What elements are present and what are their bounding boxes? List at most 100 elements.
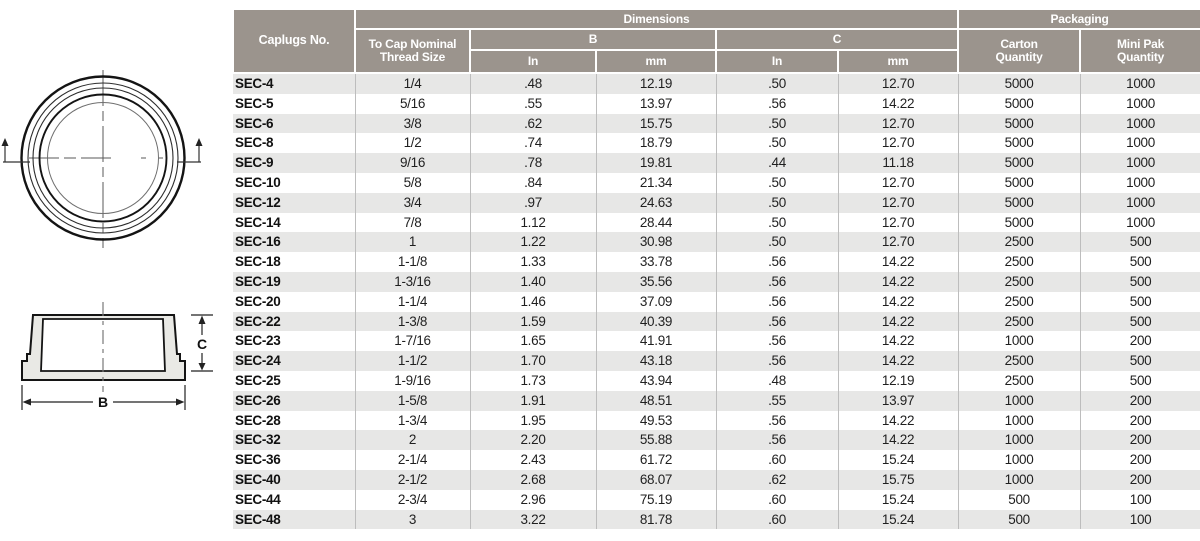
section-arrowhead-right bbox=[195, 138, 203, 146]
spec-row: SEC-28 1-3/4 1.95 49.53 .56 14.22 1000 2… bbox=[233, 410, 1200, 431]
cell-carton-quantity: 1000 bbox=[958, 469, 1081, 490]
cell-b-mm: 18.79 bbox=[596, 133, 717, 154]
cell-mini-pak-quantity: 500 bbox=[1080, 351, 1200, 371]
cell-b-mm: 28.44 bbox=[596, 212, 717, 233]
cell-thread-size: 9/16 bbox=[355, 153, 471, 173]
cell-b-mm: 13.97 bbox=[596, 93, 717, 114]
spec-row: SEC-19 1-3/16 1.40 35.56 .56 14.22 2500 … bbox=[233, 271, 1200, 292]
cell-thread-size: 1-1/8 bbox=[355, 252, 471, 272]
cell-thread-size: 3/4 bbox=[355, 192, 471, 213]
cell-carton-quantity: 2500 bbox=[958, 232, 1081, 253]
cell-b-in: 1.70 bbox=[470, 351, 597, 371]
cell-mini-pak-quantity: 500 bbox=[1080, 252, 1200, 272]
cell-c-in: .56 bbox=[716, 410, 839, 431]
header-b-mm: mm bbox=[595, 49, 717, 74]
cell-b-mm: 15.75 bbox=[596, 113, 717, 134]
header-mini-pak-line2: Quantity bbox=[1117, 50, 1165, 64]
cap-cavity bbox=[40, 318, 166, 372]
cell-b-in: .48 bbox=[470, 73, 597, 94]
spec-row: SEC-48 3 3.22 81.78 .60 15.24 500 100 bbox=[233, 509, 1200, 530]
cell-b-mm: 43.94 bbox=[596, 370, 717, 391]
cell-carton-quantity: 2500 bbox=[958, 291, 1081, 312]
cell-carton-quantity: 2500 bbox=[958, 351, 1081, 371]
header-c-in: In bbox=[715, 49, 839, 74]
cell-c-in: .56 bbox=[716, 331, 839, 352]
cell-thread-size: 1-1/4 bbox=[355, 291, 471, 312]
cell-caplugs-no: SEC-44 bbox=[233, 489, 356, 510]
cell-c-in: .56 bbox=[716, 351, 839, 371]
cell-b-in: 1.95 bbox=[470, 410, 597, 431]
cell-mini-pak-quantity: 200 bbox=[1080, 430, 1200, 451]
cell-c-mm: 11.18 bbox=[838, 153, 959, 173]
cell-mini-pak-quantity: 500 bbox=[1080, 291, 1200, 312]
cell-caplugs-no: SEC-9 bbox=[233, 153, 356, 173]
cell-c-mm: 14.22 bbox=[838, 291, 959, 312]
spec-row: SEC-20 1-1/4 1.46 37.09 .56 14.22 2500 5… bbox=[233, 291, 1200, 312]
cell-b-in: 1.73 bbox=[470, 370, 597, 391]
cell-mini-pak-quantity: 200 bbox=[1080, 450, 1200, 470]
section-arrowhead-left bbox=[1, 138, 9, 146]
dim-b-arrow-right bbox=[176, 398, 185, 406]
cell-thread-size: 5/16 bbox=[355, 93, 471, 114]
cell-c-mm: 15.24 bbox=[838, 489, 959, 510]
cell-b-in: 1.59 bbox=[470, 311, 597, 332]
header-thread-size-line2: Thread Size bbox=[379, 50, 446, 64]
cell-caplugs-no: SEC-6 bbox=[233, 113, 356, 134]
cell-thread-size: 7/8 bbox=[355, 212, 471, 233]
rim-circle-2 bbox=[27, 82, 179, 234]
cell-thread-size: 1 bbox=[355, 232, 471, 253]
cell-thread-size: 3 bbox=[355, 509, 471, 530]
cell-c-in: .56 bbox=[716, 291, 839, 312]
cell-c-in: .50 bbox=[716, 192, 839, 213]
header-mini-pak-quantity: Mini Pak Quantity bbox=[1079, 28, 1200, 74]
cell-thread-size: 2-3/4 bbox=[355, 489, 471, 510]
cell-c-mm: 13.97 bbox=[838, 390, 959, 411]
header-carton-quantity: Carton Quantity bbox=[957, 28, 1082, 74]
spec-row: SEC-22 1-3/8 1.59 40.39 .56 14.22 2500 5… bbox=[233, 311, 1200, 332]
cell-caplugs-no: SEC-20 bbox=[233, 291, 356, 312]
header-dim-b: B bbox=[469, 28, 717, 51]
cell-thread-size: 1-3/4 bbox=[355, 410, 471, 431]
cell-mini-pak-quantity: 100 bbox=[1080, 509, 1200, 530]
cell-carton-quantity: 5000 bbox=[958, 73, 1081, 94]
cell-b-in: 1.33 bbox=[470, 252, 597, 272]
cell-b-mm: 35.56 bbox=[596, 271, 717, 292]
spec-row: SEC-26 1-5/8 1.91 48.51 .55 13.97 1000 2… bbox=[233, 390, 1200, 411]
spec-table: Caplugs No. Dimensions Packaging To Cap … bbox=[232, 8, 1200, 530]
cell-c-mm: 14.22 bbox=[838, 430, 959, 451]
dimension-b bbox=[21, 385, 186, 410]
cell-b-mm: 21.34 bbox=[596, 172, 717, 193]
spec-row: SEC-24 1-1/2 1.70 43.18 .56 14.22 2500 5… bbox=[233, 351, 1200, 371]
cavity-circle bbox=[47, 102, 159, 214]
cell-b-mm: 41.91 bbox=[596, 331, 717, 352]
cell-carton-quantity: 5000 bbox=[958, 172, 1081, 193]
dim-label-c: C bbox=[197, 336, 207, 352]
cell-c-in: .60 bbox=[716, 509, 839, 530]
cell-carton-quantity: 1000 bbox=[958, 450, 1081, 470]
cell-carton-quantity: 5000 bbox=[958, 93, 1081, 114]
table-header: Caplugs No. Dimensions Packaging To Cap … bbox=[232, 8, 1200, 74]
cap-cross-section-drawing: C B bbox=[21, 302, 213, 410]
cell-b-in: 1.22 bbox=[470, 232, 597, 253]
cell-caplugs-no: SEC-48 bbox=[233, 509, 356, 530]
cell-mini-pak-quantity: 100 bbox=[1080, 489, 1200, 510]
cell-caplugs-no: SEC-8 bbox=[233, 133, 356, 154]
dim-c-arrow-up bbox=[198, 315, 206, 324]
cell-caplugs-no: SEC-24 bbox=[233, 351, 356, 371]
cell-c-in: .50 bbox=[716, 73, 839, 94]
cell-c-in: .50 bbox=[716, 172, 839, 193]
cell-carton-quantity: 2500 bbox=[958, 271, 1081, 292]
cell-b-mm: 75.19 bbox=[596, 489, 717, 510]
cell-b-mm: 61.72 bbox=[596, 450, 717, 470]
header-c-mm: mm bbox=[836, 49, 960, 74]
spec-row: SEC-18 1-1/8 1.33 33.78 .56 14.22 2500 5… bbox=[233, 252, 1200, 272]
cell-c-mm: 14.22 bbox=[838, 271, 959, 292]
cell-c-mm: 12.70 bbox=[838, 172, 959, 193]
rim-circle-3 bbox=[32, 87, 174, 229]
cell-caplugs-no: SEC-36 bbox=[233, 450, 356, 470]
cell-b-in: .78 bbox=[470, 153, 597, 173]
cell-carton-quantity: 5000 bbox=[958, 113, 1081, 134]
cell-carton-quantity: 5000 bbox=[958, 133, 1081, 154]
cell-c-in: .56 bbox=[716, 311, 839, 332]
cell-mini-pak-quantity: 1000 bbox=[1080, 93, 1200, 114]
